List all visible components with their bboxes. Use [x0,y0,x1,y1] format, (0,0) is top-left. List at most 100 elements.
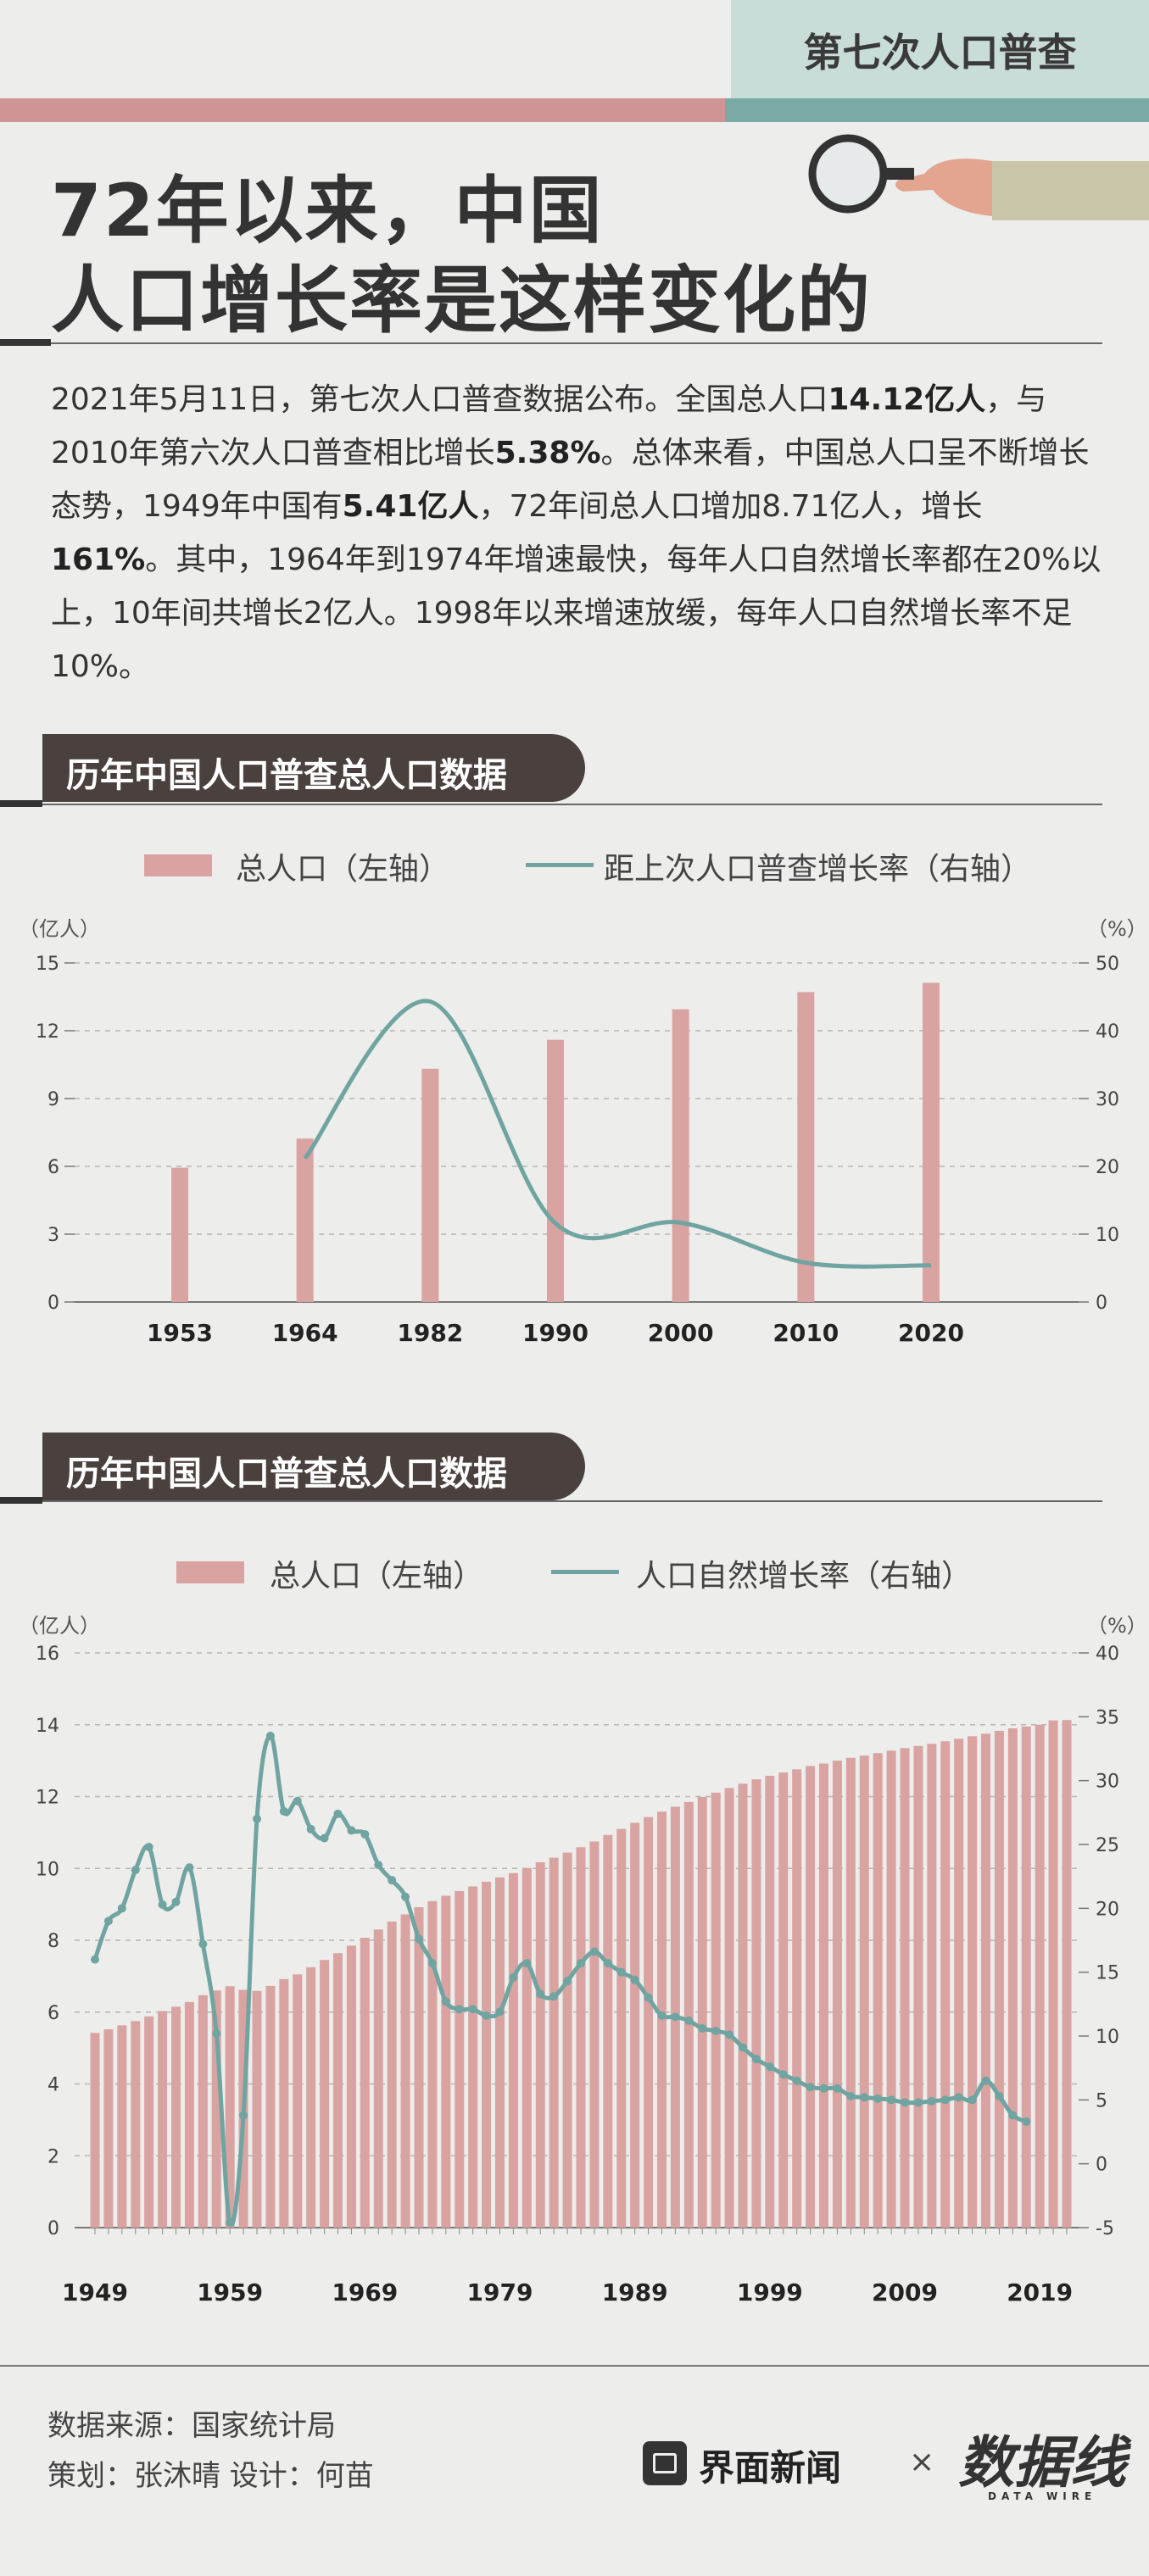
chart2-bar [751,1779,761,2228]
chart2-bar [373,1929,383,2228]
chart2-bar [265,1985,276,2228]
chart2-bar [1048,1720,1058,2228]
chart2-legend-line-swatch [551,1570,619,1574]
chart2-bar [1062,1720,1072,2228]
chart2-bar [171,2006,181,2228]
chart2-bar [927,1744,937,2228]
chart2-bar [738,1783,748,2228]
title-divider-tick [0,339,51,346]
section2-header [42,1433,585,1500]
chart2-x-label: 2019 [1007,2278,1073,2306]
footer-source: 数据来源：国家统计局 [47,2409,336,2443]
chart2-x-label: 1969 [332,2278,398,2306]
chart1-bar [672,1009,689,1302]
chart2-bar [697,1796,707,2228]
intro-run: 。总体来看，中国总人口呈不断增长态势，1949年中国有 [51,436,1090,524]
chart2-rate-point [131,1866,140,1875]
chart2-bar [414,1907,424,2228]
chart2-right-tick: 0 [1096,2155,1107,2176]
decor-stripe-teal [725,98,1149,122]
section1-divider-tick [0,800,42,807]
chart2-right-tick: 20 [1096,1899,1119,1920]
chart2-bar [778,1772,789,2228]
magnifier-hand-icon [808,134,1149,220]
chart2-legend-bar-label: 总人口（左轴） [270,1559,484,1594]
chart2-bar [994,1730,1004,2228]
section1-title: 历年中国人口普查总人口数据 [66,756,507,795]
chart2-left-tick: 2 [47,2146,59,2167]
chart2-bar [630,1822,640,2228]
intro-run: 14.12亿人 [828,382,986,417]
chart2-rate-point [711,2026,721,2035]
chart2-bar [792,1769,802,2228]
chart2-rate-point [388,1876,397,1885]
chart2-left-tick: 12 [36,1788,59,1809]
chart2-x-label: 1989 [602,2278,668,2306]
chart2-rate-point [522,1959,532,1968]
chart2-bar [845,1757,856,2228]
chart1-left-unit: （亿人） [19,917,100,941]
chart2-rate-point [103,1917,113,1926]
chart2-rate-point [91,1955,99,1964]
chart1-left-tick: 3 [47,1225,59,1246]
chart2-left-tick: 4 [47,2075,59,2096]
chart2-rate-point [320,1833,329,1843]
intro-run: ，与2010年第六次人口普查相比增长 [51,382,1047,470]
chart2-bar [400,1914,410,2228]
intro-paragraph: 2021年5月11日，第七次人口普查数据公布。全国总人口14.12亿人，与201… [51,373,1102,693]
chart2-bar [576,1847,586,2228]
chart2-rate-point [1022,2117,1031,2126]
chart2-rate-point [455,2005,464,2014]
chart2-rate-point [212,2028,221,2038]
chart2-bar [306,1967,316,2228]
chart2-bar [562,1852,572,2228]
chart2-bar [482,1881,492,2228]
chart1-x-label: 1990 [522,1319,588,1347]
chart2-rate-point [253,1814,261,1823]
chart2-x-label: 1959 [197,2278,263,2306]
topic-tag-text: 第七次人口普查 [803,30,1077,75]
chart2-rate-point [981,2076,990,2085]
chart2-rate-point [577,1959,585,1968]
chart2-rate-point [657,2011,667,2020]
chart2-rate-point [226,2217,235,2227]
chart2-right-tick: 25 [1096,1835,1119,1856]
chart2-rate-point [239,2111,248,2120]
chart2-x-label: 1999 [737,2278,803,2306]
chart2-rate-point [158,1900,167,1909]
chart2-bar [859,1755,869,2228]
chart2-rate-point [630,1975,639,1984]
chart1-left-tick: 0 [47,1293,59,1314]
section2-divider [0,1500,1102,1502]
chart2-rate-point [482,2011,491,2020]
chart2-rate-point [374,1861,383,1870]
chart2-bar [184,2001,194,2228]
chart2-x-label: 1979 [467,2278,533,2306]
chart2-right-tick: 35 [1096,1707,1119,1728]
chart1-bar [296,1138,314,1302]
chart2-rate-point [185,1863,194,1872]
chart2-rate-point [846,2091,856,2100]
chart2-rate-point [117,1904,126,1913]
chart2-left-tick: 16 [36,1644,59,1665]
chart2-rate-point [725,2030,734,2039]
chart2-bar [144,2016,154,2228]
chart2-right-tick: 15 [1096,1963,1119,1984]
chart2-bar [535,1862,545,2228]
chart2-rate-point [265,1731,275,1740]
jiemian-logo-text: 界面新闻 [699,2447,842,2489]
chart2-bar [468,1886,478,2228]
page-title-line2: 人口增长率是这样变化的 [51,259,872,343]
chart2-bar [90,2033,100,2228]
chart2-bar [320,1960,330,2228]
chart1-bar [923,982,940,1302]
chart1-right-unit: （%） [1087,917,1147,941]
chart2-bar [940,1741,951,2228]
chart2-right-tick: 40 [1096,1644,1119,1665]
intro-run: 5.41亿人 [342,489,479,524]
chart1-x-label: 2000 [648,1319,714,1347]
chart2-bar [589,1841,600,2228]
chart2-rate-point [684,2016,694,2025]
lens-handle [880,168,914,180]
chart1-bar [421,1068,439,1302]
